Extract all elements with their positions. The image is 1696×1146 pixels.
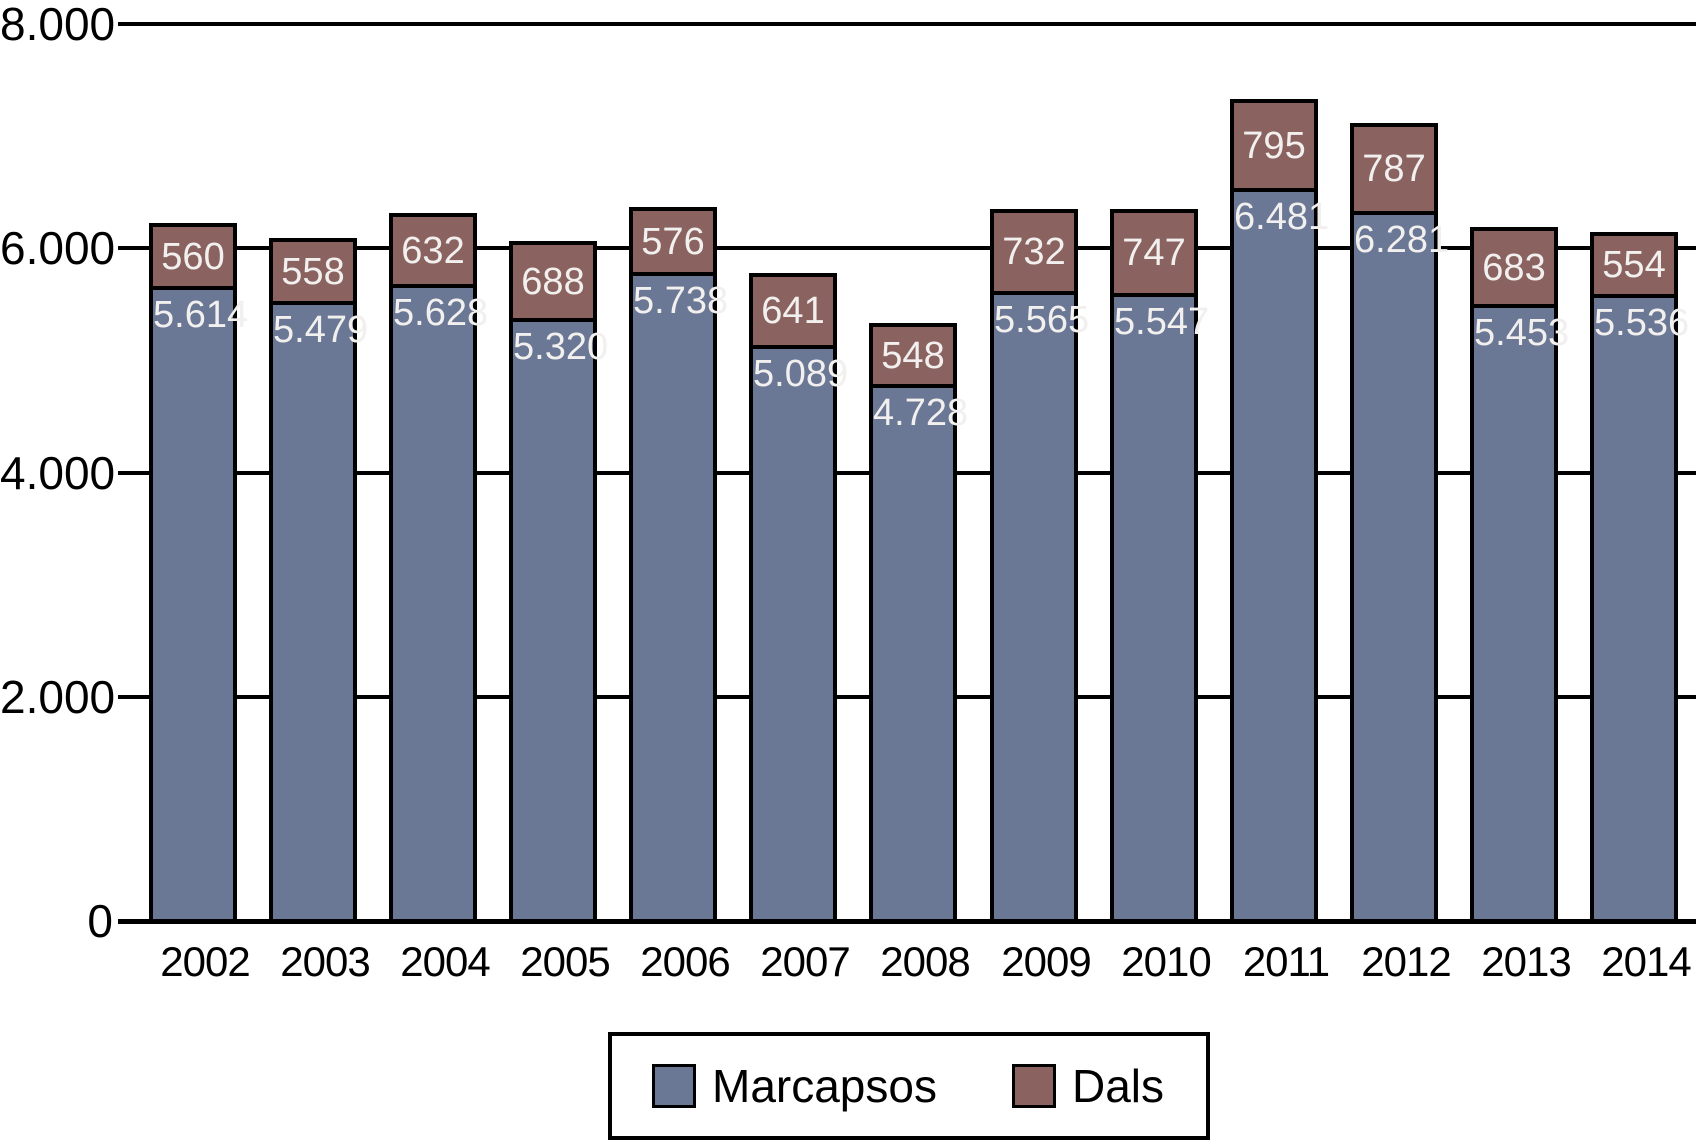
y-axis-tick-label: 8.000 xyxy=(0,0,116,50)
y-axis-tick-label: 2.000 xyxy=(0,671,116,723)
x-axis-label-2013: 2013 xyxy=(1481,938,1571,985)
bar-segment-dals: 548 xyxy=(873,327,953,388)
legend-swatch-dals xyxy=(1011,1064,1056,1108)
bar-label-dals: 548 xyxy=(881,334,945,377)
bar-group-2010: 747 5.547 xyxy=(1110,209,1210,923)
bar-label-dals: 683 xyxy=(1482,246,1546,289)
x-axis-label-2007: 2007 xyxy=(760,938,850,985)
bar-label-marcapsos: 6.281 xyxy=(1354,219,1450,261)
bar-segment-dals: 688 xyxy=(513,245,593,322)
bar-label-marcapsos: 5.628 xyxy=(393,292,489,334)
bar-label-marcapsos: 5.089 xyxy=(753,353,849,395)
bar-group-2005: 688 5.320 xyxy=(509,241,609,923)
bar-segment-dals: 747 xyxy=(1114,213,1194,297)
bar-label-dals: 688 xyxy=(521,260,585,303)
bar-segment-dals: 554 xyxy=(1594,236,1674,298)
bar-label-marcapsos: 5.565 xyxy=(994,299,1090,341)
gridline-8.000 xyxy=(118,22,1696,26)
bar-label-marcapsos: 5.479 xyxy=(273,309,369,351)
bar-segment-dals: 795 xyxy=(1234,103,1314,192)
bar-label-dals: 554 xyxy=(1602,244,1666,286)
bar-label-marcapsos: 4.728 xyxy=(873,392,969,434)
y-axis-tick-label: 0 xyxy=(87,895,113,947)
bar-group-2014: 554 5.536 xyxy=(1590,232,1690,923)
legend-label-marcapsos: Marcapsos xyxy=(712,1060,937,1112)
bar-label-marcapsos: 6.481 xyxy=(1234,196,1330,238)
bar-label-dals: 641 xyxy=(761,290,825,332)
bar-group-2007: 641 5.089 xyxy=(749,273,849,923)
bar-label-dals: 558 xyxy=(281,250,345,293)
bar-segment-dals: 683 xyxy=(1474,231,1554,308)
bar-label-marcapsos: 5.453 xyxy=(1474,312,1570,354)
bar-label-dals: 747 xyxy=(1122,232,1186,274)
bar-label-marcapsos: 5.547 xyxy=(1114,301,1210,343)
bar-segment-dals: 558 xyxy=(273,242,353,305)
bar-group-2003: 558 5.479 xyxy=(269,238,369,923)
bar-label-marcapsos: 5.614 xyxy=(153,294,249,336)
bar-label-dals: 560 xyxy=(161,235,225,278)
bar-segment-dals: 576 xyxy=(633,211,713,276)
bar-group-2002: 560 5.614 xyxy=(149,223,249,923)
bar-label-dals: 632 xyxy=(401,229,465,272)
legend-item-dals: Dals xyxy=(1011,1060,1164,1112)
bar-group-2006: 576 5.738 xyxy=(629,207,729,923)
x-axis-label-2011: 2011 xyxy=(1242,938,1330,985)
bar-label-marcapsos: 5.320 xyxy=(513,326,609,368)
bar-label-dals: 576 xyxy=(641,220,705,263)
y-axis-tick-label: 4.000 xyxy=(0,447,116,499)
bar-group-2013: 683 5.453 xyxy=(1470,227,1570,923)
bar-group-2009: 732 5.565 xyxy=(990,209,1090,923)
bar-label-marcapsos: 5.536 xyxy=(1594,302,1690,344)
bar-group-2008: 548 4.728 xyxy=(869,323,969,923)
bar-label-marcapsos: 5.738 xyxy=(633,280,729,322)
y-axis-tick-label: 6.000 xyxy=(0,222,116,274)
x-axis-label-2010: 2010 xyxy=(1121,938,1211,985)
bar-group-2011: 795 6.481 xyxy=(1230,99,1330,923)
legend-item-marcapsos: Marcapsos xyxy=(652,1063,937,1109)
bar-segment-dals: 560 xyxy=(153,227,233,290)
bar-segment-dals: 787 xyxy=(1354,127,1434,215)
bar-label-dals: 732 xyxy=(1002,231,1066,273)
x-axis-label-2003: 2003 xyxy=(280,938,370,985)
x-axis-label-2006: 2006 xyxy=(640,938,730,985)
bar-label-dals: 787 xyxy=(1362,148,1426,190)
bar-group-2004: 632 5.628 xyxy=(389,213,489,923)
bar-group-2012: 787 6.281 xyxy=(1350,123,1450,923)
legend: Marcapsos Dals xyxy=(608,1032,1210,1140)
legend-swatch-marcapsos xyxy=(652,1064,696,1108)
x-axis-label-2005: 2005 xyxy=(520,938,610,985)
bar-segment-dals: 632 xyxy=(393,217,473,288)
x-axis-label-2009: 2009 xyxy=(1001,938,1091,985)
x-axis-label-2014: 2014 xyxy=(1601,938,1691,985)
gridline-6.000 xyxy=(118,246,1696,250)
x-axis-label-2004: 2004 xyxy=(400,938,490,985)
legend-label-dals: Dals xyxy=(1071,1060,1164,1112)
bar-label-dals: 795 xyxy=(1242,124,1306,167)
x-axis-label-2002: 2002 xyxy=(160,938,250,985)
x-axis-label-2008: 2008 xyxy=(880,938,970,985)
bar-segment-dals: 732 xyxy=(994,213,1074,295)
x-axis-line xyxy=(118,919,1696,924)
x-axis-label-2012: 2012 xyxy=(1361,938,1451,985)
bar-segment-dals: 641 xyxy=(753,277,833,349)
